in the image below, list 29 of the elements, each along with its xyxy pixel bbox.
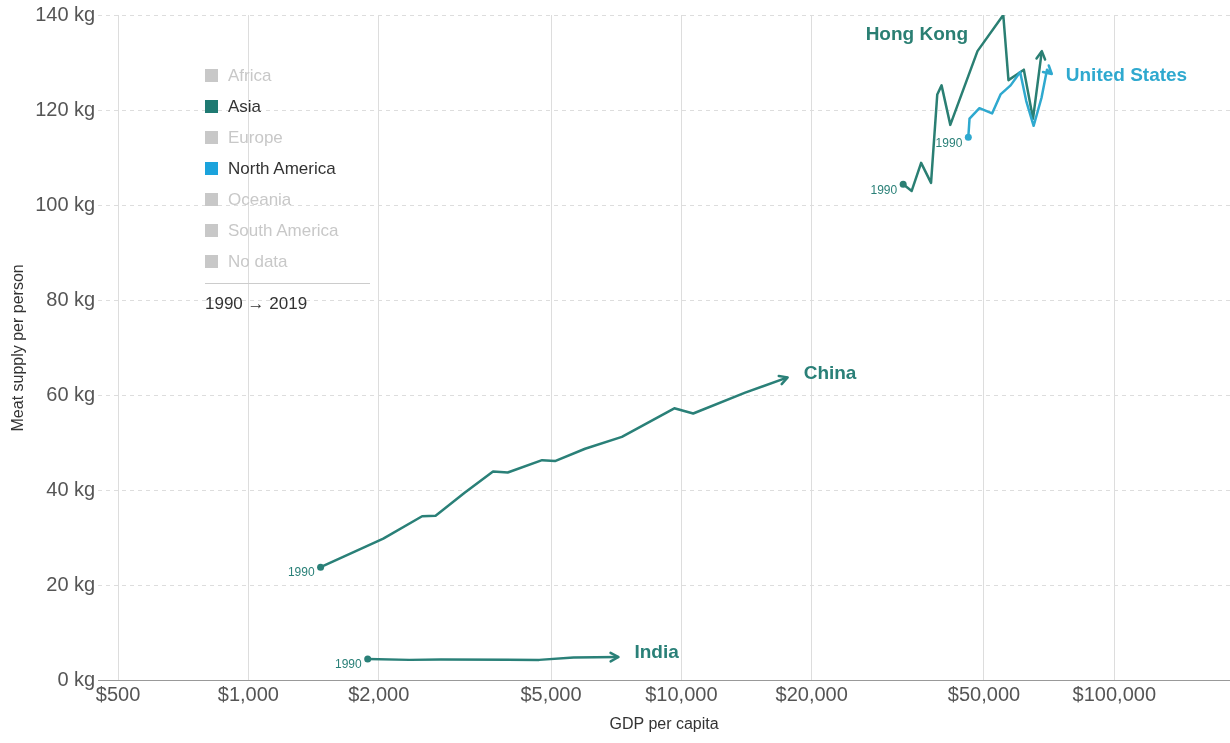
y-axis-title: Meat supply per person <box>9 264 27 432</box>
x-tick-label: $5,000 <box>520 683 582 706</box>
x-tick-label: $10,000 <box>645 683 718 706</box>
series-label: China <box>803 361 857 383</box>
annotation: 1990 <box>287 565 315 580</box>
x-tick-label: $50,000 <box>947 683 1021 706</box>
y-tick-label: 60 kg <box>46 382 96 405</box>
y-tick-label: 120 kg <box>35 97 96 120</box>
x-axis-title: GDP per capita <box>609 714 719 732</box>
y-tick-label: 100 kg <box>35 192 96 215</box>
annotation: 1990 → 2019 <box>205 294 309 314</box>
annotation: 1990 <box>935 135 963 150</box>
x-tick-label: $1,000 <box>217 683 279 706</box>
x-tick-label: $500 <box>95 683 141 706</box>
series-label: United States <box>1065 64 1188 86</box>
x-tick-label: $2,000 <box>348 683 410 706</box>
series-label: India <box>634 641 680 663</box>
annotation: 1990 <box>870 182 898 197</box>
annotation: 1990 <box>334 657 363 672</box>
x-tick-label: $20,000 <box>775 683 848 706</box>
legend-label: Asia <box>228 96 262 117</box>
legend-label: North America <box>228 158 336 179</box>
x-tick-label: $100,000 <box>1072 683 1157 706</box>
y-tick-label: 80 kg <box>46 287 96 310</box>
y-tick-label: 0 kg <box>57 668 96 691</box>
y-tick-label: 20 kg <box>46 573 96 596</box>
y-tick-label: 40 kg <box>46 478 96 501</box>
y-tick-label: 140 kg <box>35 2 96 25</box>
series-label: Hong Kong <box>865 23 968 45</box>
